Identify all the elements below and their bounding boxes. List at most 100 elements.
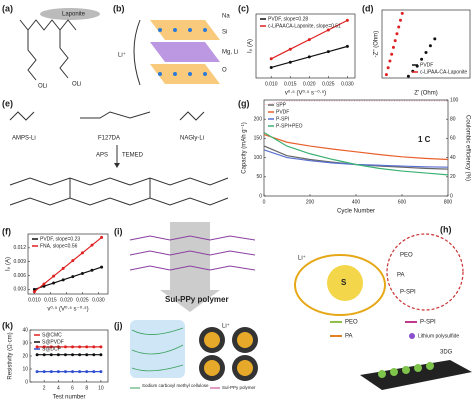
y-tick-label: 150: [254, 136, 263, 142]
data-point: [80, 271, 84, 275]
x-tick-label: 0.015: [44, 297, 57, 303]
legend-label: S@CMC: [42, 332, 62, 338]
layer: [150, 64, 220, 84]
x-tick-label: 0.015: [284, 81, 297, 87]
structure: [179, 111, 205, 121]
data-point: [398, 18, 402, 22]
particles: [199, 327, 258, 381]
y2-tick-label: 60: [450, 136, 456, 142]
series-line: [34, 266, 102, 290]
panel-label: (b): [113, 3, 125, 13]
legend-label: Lithium polysulfide: [418, 333, 459, 339]
series-line: [264, 100, 448, 106]
panel-label: (f): [2, 226, 11, 236]
polymer-network: [9, 197, 229, 206]
legend-label: PVDF, slope=0.23: [40, 236, 80, 242]
data-point: [71, 353, 75, 357]
data-point: [61, 278, 65, 282]
legend-label: c-LiPAACA-Laponite, slope=0.51: [268, 23, 341, 29]
side-chain: [59, 30, 69, 79]
laponite-sheet: [40, 8, 100, 20]
orbit: [294, 254, 386, 316]
data-point: [63, 370, 67, 374]
x-tick-label: 800: [444, 199, 453, 205]
data-point: [90, 268, 94, 272]
data-point: [32, 290, 36, 294]
data-point: [395, 32, 399, 36]
data-point: [400, 11, 404, 15]
data-point: [80, 251, 84, 255]
y-tick-label: 0.006: [13, 273, 26, 279]
data-point: [99, 345, 103, 349]
y2-tick-label: 0: [450, 193, 453, 199]
y2-tick-label: 100: [450, 97, 459, 103]
data-point: [56, 353, 60, 357]
catalyst-label: TEMED: [122, 153, 144, 159]
x-tick-label: 0.025: [76, 297, 89, 303]
legend-label: P-SPI: [276, 116, 289, 122]
data-point: [288, 60, 292, 64]
panel-label: (d): [362, 3, 374, 13]
panel-label: (i): [114, 226, 123, 236]
cmc-chains: [131, 327, 184, 372]
y-tick-label: 100: [254, 155, 263, 161]
data-point: [71, 275, 75, 279]
data-point: [42, 282, 46, 286]
data-point: [90, 243, 94, 247]
current-collector: [360, 360, 472, 390]
data-point: [390, 52, 394, 56]
data-point: [92, 345, 96, 349]
3dg-spheres: [378, 362, 434, 378]
data-point: [269, 65, 273, 69]
y-tick-label: 10: [22, 366, 28, 372]
monomer-label: NAGly-Li: [180, 136, 204, 142]
data-point: [420, 57, 424, 61]
x-tick-label: 600: [398, 199, 407, 205]
y-axis-label: Iₚ (A): [248, 39, 254, 53]
data-point: [71, 370, 75, 374]
panel-e: (e) AMPS-Li F127DA NAGly-Li APS TEMED: [2, 98, 229, 206]
panel-a: (a) Laponite OLi OLi: [2, 3, 100, 90]
data-point: [345, 18, 349, 22]
legend-label: S@PVDF: [42, 339, 64, 345]
atom-label: Na: [222, 14, 230, 20]
x-axis-label: Z' (Ohm): [414, 91, 437, 97]
data-point: [391, 45, 395, 49]
panel-label: (c): [238, 3, 249, 13]
data-point: [85, 345, 89, 349]
y2-tick-label: 80: [450, 117, 456, 123]
data-point: [71, 259, 75, 263]
panel-label: (k): [2, 320, 13, 330]
legend-label: PVDF, slope=0.28: [268, 16, 308, 22]
x-tick-label: 0.030: [92, 297, 105, 303]
atom-label: Si: [222, 30, 227, 36]
x-axis-label: Cycle Number: [337, 209, 375, 215]
y-tick-label: 200: [254, 117, 263, 123]
series-line: [264, 133, 449, 161]
data-point: [42, 345, 46, 349]
legend-label: Sul-PPy polymer: [222, 385, 256, 390]
chart: (f)v⁰·⁵ (V⁰·⁵ s⁻⁰·⁵)Iₚ (A)0.010 0.015 0.02…: [2, 226, 109, 313]
y-axis-label: Resistivity (Ω·cm): [8, 332, 14, 379]
legend-label: P-SPI: [420, 320, 436, 326]
binder-network: [130, 320, 185, 378]
data-point: [85, 370, 89, 374]
data-point: [85, 353, 89, 357]
data-point: [35, 353, 39, 357]
data-point: [326, 50, 330, 54]
data-point: [49, 370, 53, 374]
y-axis-label: -Z'' (Ohm): [374, 31, 380, 58]
curve-arrow: [133, 19, 141, 86]
x-tick-label: 0.010: [28, 297, 41, 303]
data-point: [49, 345, 53, 349]
data-point: [56, 345, 60, 349]
group-label: OLi: [38, 84, 47, 90]
data-point: [42, 284, 46, 288]
ion-label: Li⁺: [118, 52, 126, 59]
structure: [9, 111, 35, 121]
sulfur-label: S: [341, 278, 347, 287]
ion-label: Li⁺: [298, 255, 306, 262]
legend-label: PA: [345, 334, 353, 340]
x-tick-label: 4: [57, 385, 60, 391]
data-point: [63, 345, 67, 349]
